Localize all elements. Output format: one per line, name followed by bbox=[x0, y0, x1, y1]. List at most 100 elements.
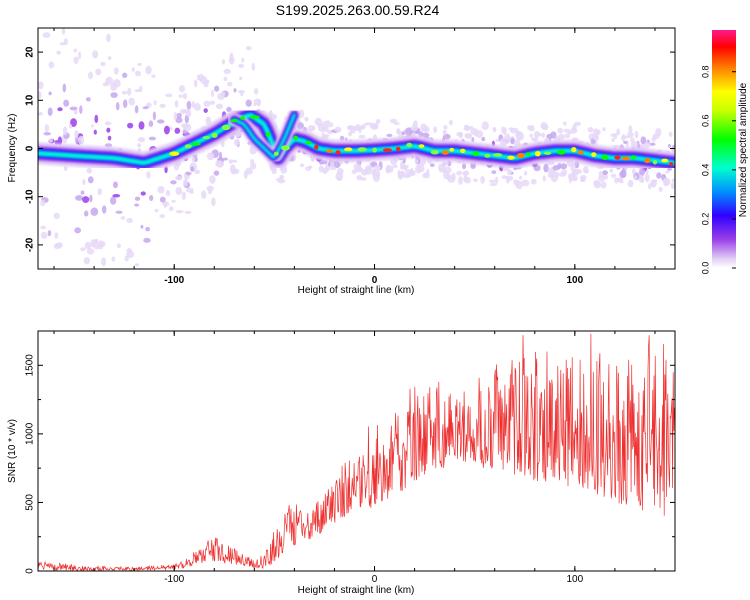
spectrogram-ytick-label: -20 bbox=[25, 237, 36, 252]
spectrogram-speckle bbox=[418, 131, 424, 138]
spectrogram-speckle bbox=[207, 188, 212, 195]
spectrogram-hot-spot bbox=[459, 148, 466, 153]
spectrogram-speckle bbox=[311, 125, 316, 131]
snr-ytick-label: 1500 bbox=[25, 354, 36, 377]
spectrogram-speckle bbox=[98, 240, 103, 247]
spectrogram-xtick-label: 0 bbox=[372, 275, 378, 286]
spectrogram-speckle bbox=[527, 125, 532, 131]
spectrogram-speckle bbox=[397, 129, 402, 135]
spectrogram-speckle bbox=[627, 179, 634, 188]
spectrogram-speckle bbox=[87, 71, 93, 80]
spectrogram-speckle bbox=[84, 242, 92, 250]
spectrogram-hot-spot bbox=[395, 146, 401, 152]
spectrogram-heatmap bbox=[38, 28, 675, 267]
spectrogram-speckle bbox=[77, 51, 82, 60]
spectrogram-speckle bbox=[151, 74, 156, 78]
spectrogram-speckle bbox=[145, 65, 152, 75]
spectrogram-speckle bbox=[138, 121, 145, 130]
spectrogram-speckle bbox=[373, 165, 382, 171]
spectrogram-hot-spot bbox=[661, 158, 669, 163]
spectrogram-speckle bbox=[583, 169, 590, 174]
spectrogram-speckle bbox=[463, 174, 468, 182]
spectrogram-speckle bbox=[238, 63, 245, 68]
spectrogram-speckle bbox=[356, 175, 363, 181]
spectrogram-speckle bbox=[193, 169, 201, 174]
spectrogram-hot-spot bbox=[230, 118, 238, 123]
spectrogram-speckle bbox=[668, 131, 673, 137]
spectrogram-speckle bbox=[429, 163, 435, 167]
spectrogram-speckle bbox=[137, 62, 142, 67]
spectrogram-speckle bbox=[385, 164, 392, 174]
spectrogram-speckle bbox=[126, 250, 135, 259]
spectrogram-hot-spot bbox=[273, 151, 279, 156]
colorbar-tick-label: 0.8 bbox=[700, 65, 710, 78]
spectrogram-speckle bbox=[648, 183, 652, 190]
spectrogram-speckle bbox=[56, 242, 63, 249]
spectrogram-speckle bbox=[70, 118, 77, 128]
spectrogram-speckle bbox=[43, 132, 51, 136]
spectrogram-hot-spot bbox=[631, 155, 636, 160]
spectrogram-speckle bbox=[420, 123, 427, 132]
spectrogram-speckle bbox=[134, 203, 140, 207]
spectrogram-speckle bbox=[560, 163, 568, 170]
spectrogram-speckle bbox=[185, 109, 192, 118]
spectrogram-speckle bbox=[492, 127, 497, 133]
spectrogram-speckle bbox=[38, 81, 44, 90]
spectrogram-speckle bbox=[136, 143, 142, 148]
spectrogram-speckle bbox=[448, 119, 453, 126]
spectrogram-speckle bbox=[456, 132, 464, 137]
spectrogram-speckle bbox=[183, 178, 188, 187]
spectrogram-speckle bbox=[104, 143, 113, 148]
spectrogram-speckle bbox=[614, 132, 618, 140]
spectrogram-hot-spot bbox=[534, 150, 541, 157]
spectrogram-speckle bbox=[530, 178, 537, 185]
spectrogram-speckle bbox=[146, 102, 152, 108]
spectrogram-speckle bbox=[640, 136, 647, 145]
spectrogram-speckle bbox=[113, 67, 119, 75]
spectrogram-xtick-label: 100 bbox=[566, 275, 583, 286]
spectrogram-speckle bbox=[210, 89, 215, 98]
spectrogram-speckle bbox=[211, 197, 216, 207]
spectrogram-speckle bbox=[80, 190, 85, 195]
spectrogram-speckle bbox=[299, 163, 305, 168]
spectrogram-speckle bbox=[186, 100, 192, 110]
spectrogram-speckle bbox=[97, 188, 102, 196]
snr-xlabel: Height of straight line (km) bbox=[298, 585, 415, 596]
spectrogram-speckle bbox=[152, 111, 157, 121]
spectrogram-speckle bbox=[40, 225, 46, 230]
spectrogram-speckle bbox=[501, 126, 505, 134]
spectrogram-speckle bbox=[279, 175, 284, 181]
spectrogram-speckle bbox=[335, 172, 344, 181]
spectrogram-speckle bbox=[176, 112, 182, 119]
spectrogram-speckle bbox=[159, 214, 165, 219]
spectrogram-speckle bbox=[510, 137, 515, 145]
spectrogram-speckle bbox=[87, 176, 94, 184]
spectrogram-speckle bbox=[417, 164, 425, 173]
spectrogram-speckle bbox=[369, 122, 375, 129]
spectrogram-speckle bbox=[149, 195, 154, 201]
spectrogram-speckle bbox=[353, 163, 362, 170]
spectrogram-speckle bbox=[649, 142, 656, 146]
spectrogram-speckle bbox=[616, 128, 621, 136]
spectrogram-speckle bbox=[464, 133, 472, 138]
spectrogram-ridge-band bbox=[38, 113, 675, 165]
spectrogram-speckle bbox=[47, 107, 53, 117]
spectrogram-speckle bbox=[69, 106, 78, 111]
spectrogram-speckle bbox=[233, 88, 237, 93]
spectrogram-hot-spot bbox=[191, 142, 201, 146]
spectrogram-speckle bbox=[209, 100, 216, 105]
spectrogram-speckle bbox=[552, 165, 561, 171]
spectrogram-hot-spot bbox=[382, 148, 392, 152]
spectrogram-speckle bbox=[80, 247, 86, 252]
spectrogram-speckle bbox=[359, 125, 365, 130]
spectrogram-ylabel: Frequency (Hz) bbox=[7, 114, 18, 183]
spectrogram-speckle bbox=[128, 97, 135, 106]
spectrogram-speckle bbox=[644, 142, 651, 149]
spectrogram-hot-spot bbox=[621, 156, 631, 161]
spectrogram-speckle bbox=[253, 88, 259, 95]
spectrogram-speckle bbox=[217, 92, 225, 101]
spectrogram-speckle bbox=[193, 102, 201, 111]
spectrogram-speckle bbox=[84, 210, 89, 217]
